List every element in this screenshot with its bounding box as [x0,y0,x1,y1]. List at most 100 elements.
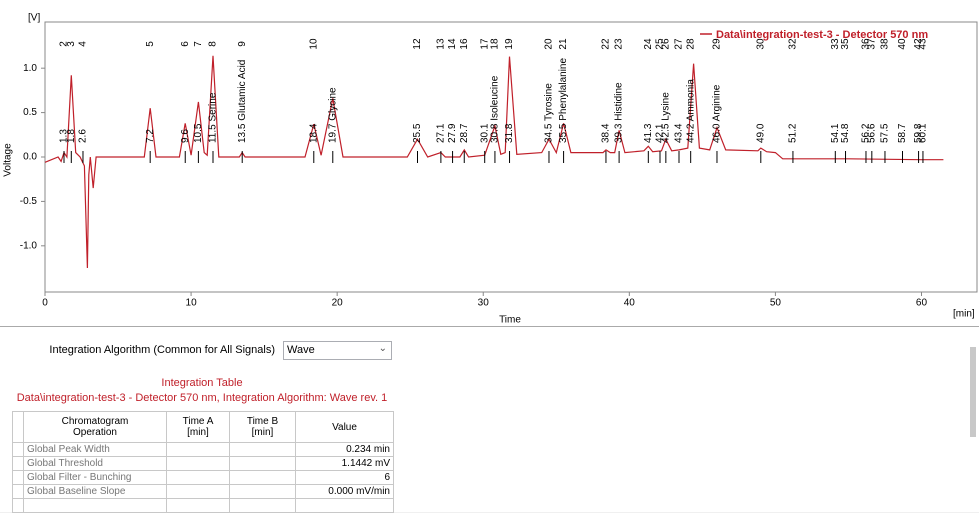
peak-id: 8 [208,41,219,47]
peak-label: 11.5 Serine [208,92,219,143]
peak-label: 10.5 [193,123,204,143]
algorithm-select[interactable]: Wave ⌄ [283,341,392,360]
empty-cell [12,498,24,513]
peak-label: 1.8 [66,129,77,143]
peak-label: 57.5 [880,123,891,143]
y-unit: [V] [28,13,40,24]
peak-label: 49.0 [755,123,766,143]
header-row: Chromatogram Operation Time A [min] Time B… [12,411,394,443]
peak-id: 9 [237,41,248,47]
peak-id: 16 [459,38,470,50]
peak-id: 14 [447,38,458,50]
y-tick-label: -1.0 [20,240,38,251]
value: 1.1442 mV [295,456,394,471]
peak-id: 42 [913,38,924,50]
peak-id: 37 [866,38,877,50]
peak-label: 19.7 Glycine [327,87,338,143]
peak-id: 19 [504,38,515,50]
value: 6 [295,470,394,485]
peak-label: 54.1 [830,123,841,143]
row-indicator [12,470,24,485]
table-row: Global Filter - Bunching 6 [12,470,394,485]
peak-label: 7.2 [145,129,156,143]
peak-id: 27 [674,38,685,50]
value: 0.000 mV/min [295,484,394,499]
empty-cell [166,498,230,513]
peak-id: 30 [755,38,766,50]
peak-id: 35 [840,38,851,50]
column-header: Time A [min] [166,411,230,443]
peak-id: 3 [66,41,77,47]
column-header: Value [295,411,394,443]
peak-label: 58.7 [897,123,908,143]
peak-label: 34.5 Tyrosine [544,83,555,143]
peak-id: 17 [479,38,490,50]
y-axis-label: Voltage [3,143,14,177]
peak-id: 20 [544,38,555,50]
value: 0.234 min [295,442,394,457]
peak-label: 25.5 [412,123,423,143]
empty-cell [295,498,394,513]
peak-id: 7 [193,41,204,47]
peak-label: 27.9 [447,123,458,143]
table-row: Global Peak Width 0.234 min [12,442,394,457]
row-indicator [12,456,24,471]
row-indicator [12,442,24,457]
peak-label: 28.7 [459,123,470,143]
peak-label: 60.1 [918,123,929,143]
legend-entry: Data\integration-test-3 - Detector 570 n… [716,29,928,41]
time-a [166,442,230,457]
peak-id: 24 [643,38,654,50]
integration-panel: Integration Algorithm (Common for All Si… [0,326,979,513]
peak-label: 13.5 Glutamic Acid [237,60,248,143]
peak-id: 6 [180,41,191,47]
peak-label: 31.8 [504,123,515,143]
peak-label: 27.1 [436,123,447,143]
y-tick-label: -0.5 [20,196,38,207]
peak-label: 2.6 [78,129,89,143]
x-tick-label: 10 [186,298,198,309]
table-row: Global Threshold 1.1442 mV [12,456,394,471]
dropdown-arrow: ⌄ [378,343,387,354]
peak-id: 10 [308,38,319,50]
x-tick-label: 60 [916,298,928,309]
scrollbar[interactable] [970,347,976,437]
peak-id: 28 [685,38,696,50]
time-a [166,484,230,499]
peak-label: 18.4 [308,123,319,143]
x-unit: [min] [953,309,975,320]
y-tick-label: 1.0 [23,63,37,74]
algorithm-value: Wave [287,344,315,356]
peak-id: 2 [59,41,70,47]
empty-cell [23,498,167,513]
operation: Global Threshold [23,456,167,471]
time-b [229,442,296,457]
x-tick-label: 40 [624,298,636,309]
peak-label: 38.4 [601,123,612,143]
time-b [229,470,296,485]
operation: Global Baseline Slope [23,484,167,499]
peak-id: 5 [145,41,156,47]
peak-label: 51.2 [788,123,799,143]
operation: Global Peak Width [23,442,167,457]
peak-label: 42.1 [655,123,666,143]
peak-label: 30.8 Isoleucine [490,75,501,143]
peak-id: 36 [861,38,872,50]
y-tick-label: 0.5 [23,107,37,118]
peak-label: 59.8 [913,123,924,143]
operation: Global Filter - Bunching [23,470,167,485]
peak-id: 12 [412,38,423,50]
peak-label: 42.5 Lysine [660,92,671,143]
peak-label: 1.3 [59,129,70,143]
column-header: Time B [min] [229,411,296,443]
x-tick-label: 20 [332,298,344,309]
peak-label: 9.6 [180,129,191,143]
x-axis-label: Time [499,315,521,326]
time-b [229,484,296,499]
row-indicator [12,484,24,499]
trace [44,55,944,269]
integration-table: Chromatogram Operation Time A [min] Time B… [12,411,394,513]
chromatogram: [V] Voltage Time [min] -1.0 -0.5 0.0 0.5 1.0… [0,0,979,326]
row-indicator [12,411,24,443]
